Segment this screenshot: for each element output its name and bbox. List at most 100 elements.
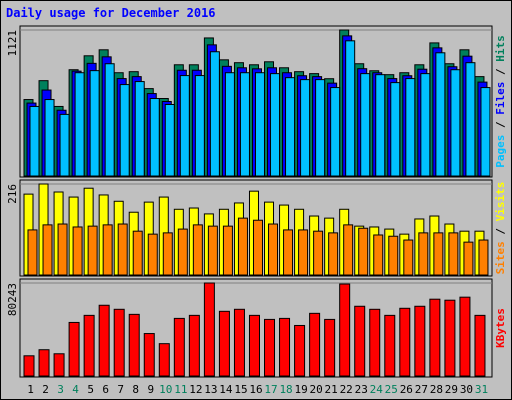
- x-tick-label: 30: [460, 383, 473, 396]
- x-tick-label: 3: [57, 383, 64, 396]
- bar: [209, 51, 220, 177]
- bar: [315, 79, 326, 177]
- x-tick-label: 11: [174, 383, 187, 396]
- bar: [414, 305, 426, 377]
- x-tick-label: 16: [249, 383, 262, 396]
- bar: [300, 79, 311, 177]
- bar: [149, 98, 160, 177]
- bar: [339, 283, 351, 377]
- bar: [285, 77, 296, 177]
- bar: [264, 318, 276, 377]
- bar: [192, 224, 203, 276]
- legend-separator: /: [494, 221, 507, 241]
- bar: [57, 223, 68, 276]
- bar: [343, 224, 354, 276]
- bar: [207, 225, 218, 276]
- bar: [459, 296, 471, 377]
- bar: [44, 99, 55, 177]
- bar: [38, 349, 50, 377]
- bar: [83, 314, 95, 377]
- bar: [89, 70, 100, 177]
- bar: [324, 318, 336, 377]
- bar: [27, 229, 38, 276]
- bar: [328, 232, 339, 276]
- bar: [354, 305, 366, 377]
- y-tick-label: 80243: [6, 283, 19, 316]
- bar: [233, 308, 245, 377]
- bar: [173, 317, 185, 377]
- bar: [420, 73, 431, 177]
- bar: [147, 233, 158, 276]
- bar: [373, 234, 384, 276]
- legend-separator: /: [494, 62, 507, 82]
- x-tick-label: 19: [294, 383, 307, 396]
- x-tick-label: 4: [72, 383, 79, 396]
- bar: [117, 223, 128, 276]
- bar: [59, 113, 70, 177]
- bar: [128, 313, 140, 377]
- chart-title: Daily usage for December 2016: [6, 6, 216, 20]
- bar: [98, 304, 110, 377]
- bar: [158, 343, 170, 377]
- bar: [403, 239, 414, 276]
- x-tick-label: 13: [204, 383, 217, 396]
- bar: [433, 232, 444, 276]
- bar: [164, 103, 175, 177]
- bar: [162, 232, 173, 276]
- bar: [388, 235, 399, 276]
- bar: [239, 72, 250, 177]
- x-tick-label: 12: [189, 383, 202, 396]
- bar: [188, 314, 200, 377]
- bar: [399, 307, 411, 377]
- x-tick-label: 29: [445, 383, 458, 396]
- x-tick-label: 31: [475, 383, 488, 396]
- x-tick-label: 21: [325, 383, 338, 396]
- bar: [294, 324, 306, 377]
- bar: [87, 225, 98, 276]
- x-tick-label: 7: [117, 383, 124, 396]
- legend-entry: Pages: [494, 135, 507, 168]
- x-tick-label: 20: [310, 383, 323, 396]
- legend: Sites / Visits: [494, 182, 507, 275]
- bar: [68, 321, 80, 377]
- legend-separator: /: [494, 115, 507, 135]
- x-tick-label: 28: [430, 383, 443, 396]
- bar: [405, 78, 416, 177]
- bar: [435, 52, 446, 177]
- bar: [72, 226, 83, 276]
- bar: [218, 310, 230, 377]
- bar: [444, 299, 456, 377]
- bar: [119, 84, 130, 177]
- bar: [375, 74, 386, 177]
- x-tick-label: 6: [102, 383, 109, 396]
- bar: [478, 239, 489, 276]
- bar: [179, 75, 190, 177]
- bar: [224, 72, 235, 177]
- x-tick-label: 8: [132, 383, 139, 396]
- x-tick-label: 14: [219, 383, 233, 396]
- bar: [429, 298, 441, 377]
- legend-entry: Hits: [494, 35, 507, 62]
- bar: [330, 87, 341, 177]
- bar: [369, 308, 381, 377]
- bar: [283, 229, 294, 276]
- bar: [480, 87, 491, 177]
- bar: [390, 82, 401, 177]
- x-tick-label: 17: [264, 383, 277, 396]
- legend: KBytes: [494, 308, 507, 348]
- x-tick-label: 25: [385, 383, 398, 396]
- bar: [177, 228, 188, 276]
- bar: [313, 230, 324, 276]
- x-tick-label: 5: [87, 383, 94, 396]
- bar: [309, 312, 321, 377]
- legend-entry: Visits: [494, 182, 507, 222]
- bar: [143, 333, 155, 377]
- bar: [237, 217, 248, 276]
- bar: [448, 232, 459, 276]
- bar: [279, 317, 291, 377]
- x-tick-label: 18: [279, 383, 292, 396]
- bar: [53, 353, 65, 377]
- bar: [113, 308, 125, 377]
- bar: [345, 40, 356, 177]
